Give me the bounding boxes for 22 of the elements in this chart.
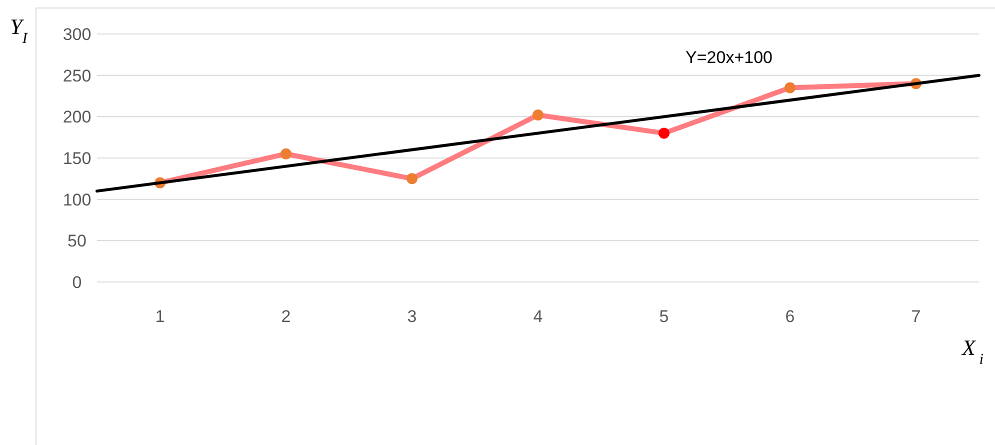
y-tick-label: 100 [62,190,92,210]
point [406,173,418,184]
x-tick-label: 5 [659,307,669,326]
y-tick-label: 50 [68,232,86,251]
point [784,82,796,94]
point [280,148,292,160]
y-axis-title: Y$_{I}$ [10,14,28,46]
y-tick-label: 0 [72,273,82,292]
x-tick-label: 7 [911,307,921,326]
x-tick-label: 3 [407,307,417,326]
y-tick-label: 200 [62,108,92,127]
text: Y=20x+100 [686,48,772,67]
x-tick-label: 2 [281,307,291,326]
y-tick-label: 150 [62,149,92,168]
point [532,110,544,121]
x-tick-label: 4 [533,307,543,326]
y-tick-label: 250 [62,66,92,86]
x-tick-label: 1 [155,307,165,326]
x-axis-title: X $_{i}$ [961,335,984,368]
y-tick-label: 300 [62,25,92,44]
point [658,128,670,139]
x-tick-label: 6 [785,307,795,326]
